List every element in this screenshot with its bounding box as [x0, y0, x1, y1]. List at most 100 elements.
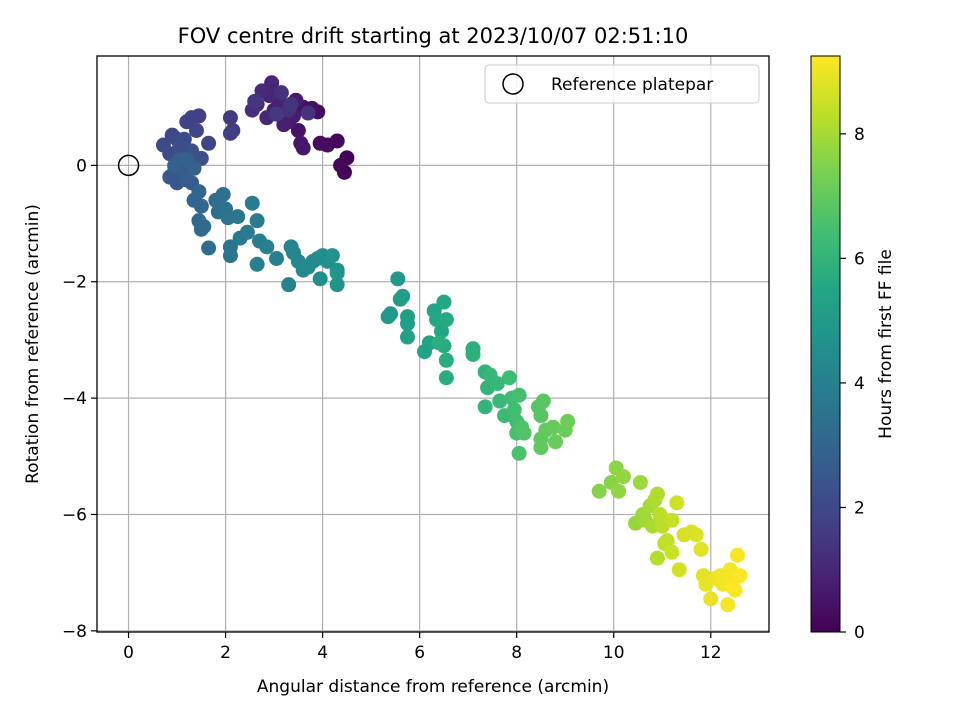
data-point — [249, 213, 265, 229]
data-point — [390, 271, 406, 287]
data-point — [465, 346, 481, 362]
x-axis-label: Angular distance from reference (arcmin) — [257, 677, 609, 697]
data-point — [295, 140, 311, 156]
data-point — [659, 533, 675, 549]
chart-title: FOV centre drift starting at 2023/10/07 … — [178, 24, 689, 48]
y-axis-ticks: 0 −2 −4 −6 −8 — [62, 156, 97, 642]
data-point — [176, 131, 192, 147]
data-point — [244, 195, 260, 211]
data-points — [155, 75, 748, 613]
colorbar-ticks: 0 2 4 6 8 — [840, 125, 865, 643]
data-point — [560, 413, 576, 429]
data-point — [501, 370, 517, 386]
data-point — [300, 105, 316, 121]
colorbar-tick-label: 6 — [854, 249, 865, 269]
data-point — [669, 495, 685, 511]
grid — [97, 56, 769, 632]
data-point — [652, 506, 668, 522]
x-tick-label: 8 — [511, 643, 522, 663]
data-point — [477, 399, 493, 415]
data-point — [506, 402, 522, 418]
x-tick-label: 4 — [317, 643, 328, 663]
y-tick-label: −2 — [62, 273, 87, 293]
reference-platepar-marker — [117, 154, 140, 177]
y-tick-label: −4 — [62, 389, 87, 409]
x-tick-label: 12 — [700, 643, 722, 663]
colorbar-tick-label: 4 — [854, 374, 865, 394]
data-point — [230, 209, 246, 225]
data-point — [186, 160, 202, 176]
data-point — [732, 568, 748, 584]
colorbar: 0 2 4 6 8 Hours from first FF file — [810, 55, 896, 643]
data-point — [215, 186, 231, 202]
data-point — [615, 469, 631, 485]
data-point — [725, 579, 741, 595]
data-point — [324, 248, 340, 264]
data-point — [383, 306, 399, 322]
data-point — [329, 277, 345, 293]
data-point — [516, 425, 532, 441]
data-point — [511, 445, 527, 461]
legend-box — [484, 64, 760, 104]
data-point — [222, 125, 238, 141]
data-point — [247, 93, 263, 109]
data-point — [239, 224, 255, 240]
data-point — [535, 393, 551, 409]
data-point — [693, 541, 709, 557]
data-point — [649, 550, 665, 566]
data-point — [649, 486, 665, 502]
y-tick-label: 0 — [76, 156, 87, 176]
colorbar-tick-label: 2 — [854, 498, 865, 518]
data-point — [671, 562, 687, 578]
data-point — [312, 135, 328, 151]
data-point — [400, 329, 416, 345]
data-point — [269, 250, 285, 266]
x-tick-label: 0 — [123, 643, 134, 663]
data-point — [489, 376, 505, 392]
data-point — [511, 387, 527, 403]
data-point — [254, 83, 270, 99]
data-point — [201, 135, 217, 151]
data-point — [632, 474, 648, 490]
data-point — [433, 323, 449, 339]
data-point — [438, 370, 454, 386]
data-point — [688, 527, 704, 543]
legend: Reference platepar — [484, 64, 760, 104]
data-point — [438, 352, 454, 368]
data-point — [611, 483, 627, 499]
data-point — [395, 288, 411, 304]
data-point — [533, 440, 549, 456]
plot-frame — [96, 55, 770, 633]
data-point — [329, 265, 345, 281]
data-point — [290, 122, 306, 138]
data-point — [249, 256, 265, 272]
data-point — [283, 96, 299, 112]
colorbar-label: Hours from first FF file — [876, 249, 896, 439]
legend-marker — [502, 73, 524, 95]
data-point — [664, 544, 680, 560]
data-point — [591, 483, 607, 499]
y-tick-label: −8 — [62, 622, 87, 642]
data-point — [222, 248, 238, 264]
data-point — [729, 547, 745, 563]
data-point — [333, 157, 349, 173]
legend-label: Reference platepar — [551, 75, 713, 95]
data-point — [179, 172, 195, 188]
data-point — [196, 218, 212, 234]
data-point — [492, 393, 508, 409]
data-point — [664, 512, 680, 528]
data-point — [438, 312, 454, 328]
data-point — [167, 157, 183, 173]
colorbar-tick-label: 0 — [854, 623, 865, 643]
data-point — [269, 106, 285, 122]
data-point — [548, 434, 564, 450]
data-point — [703, 591, 719, 607]
data-point — [533, 408, 549, 424]
data-point — [312, 271, 328, 287]
data-point — [201, 240, 217, 256]
data-point — [222, 110, 238, 126]
data-point — [281, 277, 297, 293]
data-point — [273, 85, 289, 101]
y-axis-label: Rotation from reference (arcmin) — [23, 204, 43, 484]
